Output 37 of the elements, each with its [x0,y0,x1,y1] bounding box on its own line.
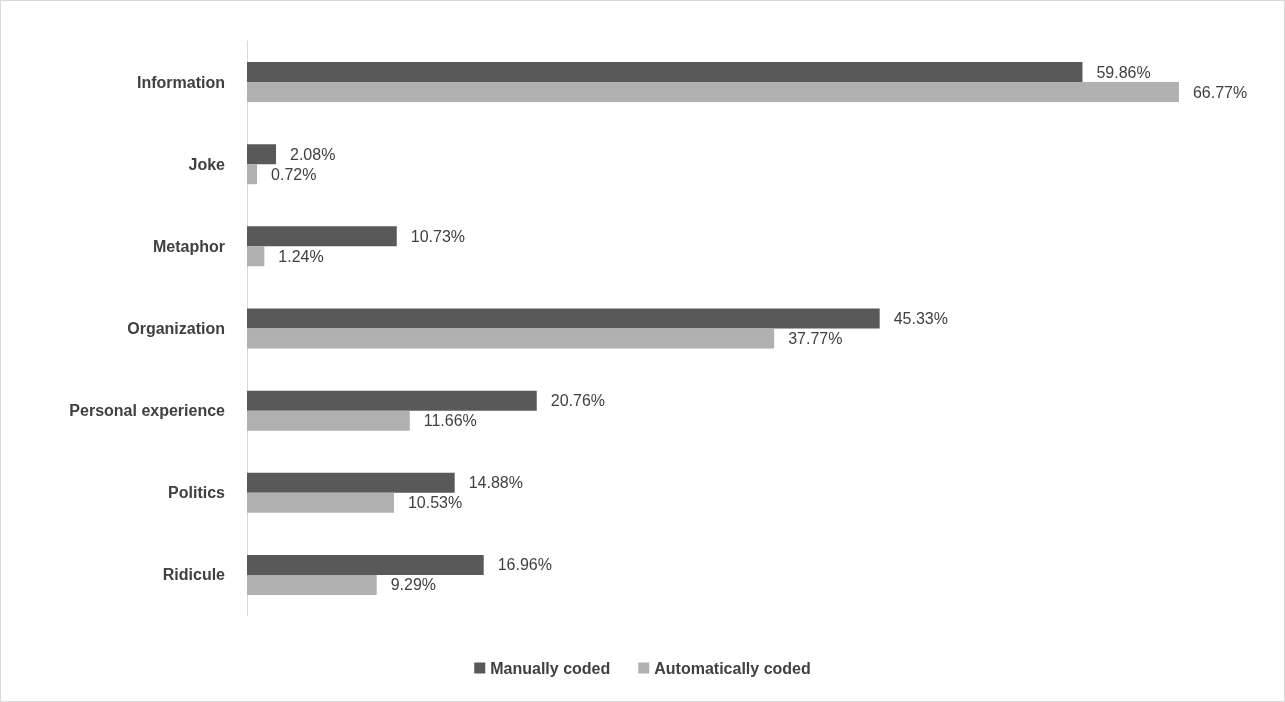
legend-label: Automatically coded [654,659,811,677]
bar [247,328,775,349]
bar [247,82,1179,103]
bar [247,554,484,575]
data-label: 10.53% [407,494,463,512]
data-label: 45.33% [893,310,948,327]
y-tick-label: Metaphor [153,237,225,255]
data-label: 37.77% [788,330,843,347]
data-label: 59.86% [1096,63,1151,81]
data-label: 11.66% [423,412,477,430]
data-label: 20.76% [550,392,606,410]
data-label: 0.72% [271,165,317,183]
y-tick-label: Politics [168,484,226,502]
y-tick-label: Personal experience [69,402,226,420]
bar [247,164,258,185]
legend-label: Manually coded [490,659,611,677]
data-label: 2.08% [290,145,336,163]
bar [247,492,394,513]
y-tick-label: Joke [188,155,226,173]
bar [247,390,537,411]
y-tick-label: Information [137,73,225,91]
data-label: 10.73% [410,227,466,245]
data-label: 66.77% [1192,83,1248,101]
y-tick-label: Ridicule [162,566,226,584]
bar [247,472,455,493]
y-tick-label: Organization [127,320,225,337]
bar [247,226,397,247]
data-label: 14.88% [468,474,523,492]
bar [247,574,377,595]
bar [247,62,1083,83]
bar [247,410,410,431]
data-label: 1.24% [278,247,324,265]
bar [247,308,880,329]
bar [247,144,277,165]
data-label: 16.96% [497,556,552,574]
bar [247,246,265,267]
data-label: 9.29% [390,576,437,594]
